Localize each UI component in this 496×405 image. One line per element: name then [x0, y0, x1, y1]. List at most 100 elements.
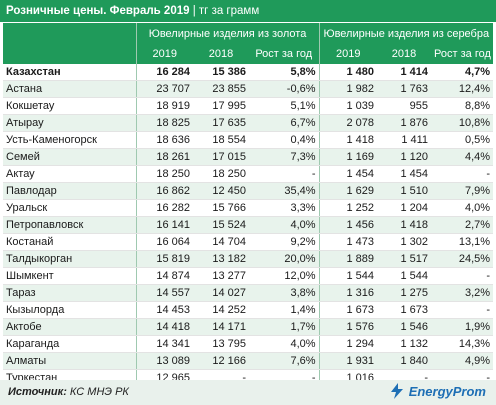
gold-2019-value: 23 707 — [136, 80, 193, 98]
gold-2018-value: 17 015 — [193, 148, 249, 166]
price-table: Ювелирные изделия из золота Ювелирные из… — [3, 23, 494, 387]
silver-2018-value: 1 414 — [377, 64, 432, 81]
silver-2018-value: 1 454 — [377, 165, 432, 183]
year-header-row: 2019 2018 Рост за год 2019 2018 Рост за … — [3, 44, 494, 64]
region-name: Атырау — [3, 114, 137, 132]
silver-2018-value: 1 411 — [377, 131, 432, 149]
silver-2018-value: 1 517 — [377, 250, 432, 268]
gold-2019-value: 15 819 — [136, 250, 193, 268]
gold-2019-value: 14 453 — [136, 301, 193, 319]
silver-2019-value: 1 039 — [319, 97, 378, 115]
silver-2019-value: 1 931 — [319, 352, 378, 370]
gold-2019-value: 13 089 — [136, 352, 193, 370]
silver-2019-value: 1 418 — [319, 131, 378, 149]
gold-2019-value: 14 874 — [136, 267, 193, 285]
region-name: Костанай — [3, 233, 137, 251]
silver-2019-value: 1 889 — [319, 250, 378, 268]
table-row: Актобе 14 418 14 171 1,7% 1 576 1 546 1,9% — [3, 318, 494, 336]
gold-2018-value: 14 027 — [193, 284, 249, 302]
gold-growth-value: -0,6% — [249, 80, 320, 98]
silver-growth-value: 4,7% — [431, 64, 494, 81]
title-separator: | — [192, 5, 199, 17]
gold-2018-value: 13 795 — [193, 335, 249, 353]
logo-text: EnergyProm — [408, 383, 486, 399]
silver-2019-value: 1 252 — [319, 199, 378, 217]
silver-2018-value: 1 418 — [377, 216, 432, 234]
group-header-row: Ювелирные изделия из золота Ювелирные из… — [3, 23, 494, 44]
gold-growth-value: 3,8% — [249, 284, 320, 302]
gold-2019-value: 16 862 — [136, 182, 193, 200]
gold-2018-value: 18 250 — [193, 165, 249, 183]
gold-growth-value: 5,1% — [249, 97, 320, 115]
gold-growth-value: 35,4% — [249, 182, 320, 200]
silver-growth-value: 4,0% — [431, 199, 494, 217]
gold-growth-value: 7,6% — [249, 352, 320, 370]
gold-growth-value: 3,3% — [249, 199, 320, 217]
silver-growth-value: 3,2% — [431, 284, 494, 302]
gold-2019-value: 14 341 — [136, 335, 193, 353]
silver-2019-value: 1 576 — [319, 318, 378, 336]
source-note: Источник: КС МНЭ РК — [8, 386, 129, 398]
region-name: Усть-Каменогорск — [3, 131, 137, 149]
silver-2018-value: 1 132 — [377, 335, 432, 353]
silver-2019-value: 2 078 — [319, 114, 378, 132]
table-row: Павлодар 16 862 12 450 35,4% 1 629 1 510 7,9% — [3, 182, 494, 200]
silver-growth-value: 14,3% — [431, 335, 494, 353]
table-row: Талдыкорган 15 819 13 182 20,0% 1 889 1 517 24… — [3, 250, 494, 268]
footer: Источник: КС МНЭ РК EnergyProm — [0, 380, 496, 405]
table-row: Алматы 13 089 12 166 7,6% 1 931 1 840 4,9% — [3, 352, 494, 370]
gold-2018-value: 15 386 — [193, 64, 249, 81]
gold-2019-header: 2019 — [136, 44, 193, 64]
silver-2018-value: 1 546 — [377, 318, 432, 336]
gold-2019-value: 14 418 — [136, 318, 193, 336]
table-row: Костанай 16 064 14 704 9,2% 1 473 1 302 13,1% — [3, 233, 494, 251]
table-row: Актау 18 250 18 250-1 454 1 454- — [3, 165, 494, 183]
gold-2019-value: 18 636 — [136, 131, 193, 149]
gold-2019-value: 18 919 — [136, 97, 193, 115]
gold-2018-value: 14 704 — [193, 233, 249, 251]
gold-2019-value: 16 141 — [136, 216, 193, 234]
gold-growth-value: 1,4% — [249, 301, 320, 319]
silver-2018-value: 1 302 — [377, 233, 432, 251]
silver-2019-value: 1 673 — [319, 301, 378, 319]
region-name: Астана — [3, 80, 137, 98]
gold-2019-value: 18 825 — [136, 114, 193, 132]
silver-growth-value: 13,1% — [431, 233, 494, 251]
silver-2018-value: 1 763 — [377, 80, 432, 98]
silver-growth-value: 12,4% — [431, 80, 494, 98]
gold-2018-value: 14 252 — [193, 301, 249, 319]
region-name: Семей — [3, 148, 137, 166]
gold-2019-value: 14 557 — [136, 284, 193, 302]
table-row: Казахстан 16 284 15 386 5,8% 1 480 1 414 4,7% — [3, 64, 494, 81]
region-name: Шымкент — [3, 267, 137, 285]
silver-growth-value: 4,4% — [431, 148, 494, 166]
unit-label: тг за грамм — [198, 5, 260, 17]
silver-2018-value: 1 876 — [377, 114, 432, 132]
gold-2018-value: 18 554 — [193, 131, 249, 149]
region-name: Казахстан — [3, 64, 137, 81]
region-name: Уральск — [3, 199, 137, 217]
table-row: Усть-Каменогорск 18 636 18 554 0,4% 1 418 1 4… — [3, 131, 494, 149]
silver-2018-value: 1 840 — [377, 352, 432, 370]
gold-growth-value: 4,0% — [249, 335, 320, 353]
title-bar: Розничные цены. Февраль 2019 | тг за гра… — [0, 0, 496, 22]
table-row: Кызылорда 14 453 14 252 1,4% 1 673 1 673- — [3, 301, 494, 319]
silver-2019-value: 1 316 — [319, 284, 378, 302]
silver-2019-value: 1 982 — [319, 80, 378, 98]
silver-2019-value: 1 480 — [319, 64, 378, 81]
silver-2019-value: 1 473 — [319, 233, 378, 251]
gold-2018-value: 23 855 — [193, 80, 249, 98]
silver-2018-value: 955 — [377, 97, 432, 115]
silver-growth-header: Рост за год — [431, 44, 494, 64]
gold-2018-value: 17 635 — [193, 114, 249, 132]
region-name: Актобе — [3, 318, 137, 336]
table-row: Уральск 16 282 15 766 3,3% 1 252 1 204 4,0% — [3, 199, 494, 217]
silver-growth-value: - — [431, 267, 494, 285]
silver-growth-value: 8,8% — [431, 97, 494, 115]
gold-2018-value: 17 995 — [193, 97, 249, 115]
region-name: Талдыкорган — [3, 250, 137, 268]
silver-2018-value: 1 673 — [377, 301, 432, 319]
source-label: Источник: — [8, 386, 67, 398]
gold-2018-value: 15 766 — [193, 199, 249, 217]
silver-growth-value: - — [431, 165, 494, 183]
